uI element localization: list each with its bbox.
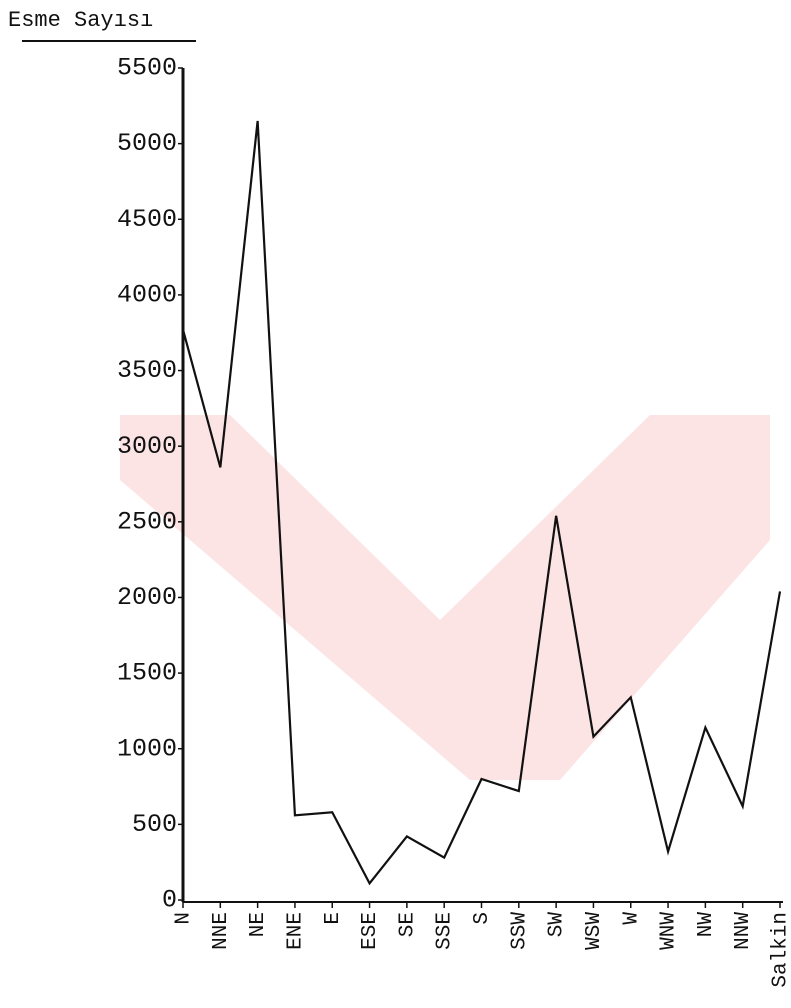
y-tick-label: 5000 (117, 129, 177, 158)
watermark-shape (120, 415, 770, 780)
y-tick-label: 5500 (117, 54, 177, 83)
x-tick-label: ESE (359, 912, 382, 950)
y-tick-label: 1500 (117, 659, 177, 688)
y-axis-title: Esme Sayısı (8, 8, 153, 33)
x-tick-label: WSW (583, 912, 606, 950)
y-tick-label: 3000 (117, 432, 177, 461)
watermark (120, 415, 770, 780)
x-tick-label: SE (396, 912, 419, 937)
y-tick-label: 2500 (117, 507, 177, 536)
x-tick-label: WNW (658, 912, 681, 950)
x-tick-label: NW (695, 912, 718, 938)
x-tick-label: E (322, 912, 345, 925)
y-tick-label: 4000 (117, 281, 177, 310)
x-tick-label: NE (247, 912, 270, 937)
x-tick-label: S (471, 912, 494, 925)
x-tick-label: Salkin (770, 912, 791, 988)
x-tick-label: SSW (508, 912, 531, 950)
x-tick-label: ENE (284, 912, 307, 950)
x-tick-label: SW (546, 912, 569, 938)
x-tick-label: SSE (434, 912, 457, 950)
data-line (181, 120, 782, 886)
y-tick-label: 1000 (117, 734, 177, 763)
y-tick-label: 4500 (117, 205, 177, 234)
y-tick-label: 0 (162, 886, 177, 915)
x-tick-label: W (620, 912, 643, 925)
y-tick-label: 3500 (117, 356, 177, 385)
y-tick-label: 500 (132, 810, 177, 839)
x-tick-label: NNE (210, 912, 233, 950)
x-tick-label: N (173, 912, 196, 925)
y-tick-label: 2000 (117, 583, 177, 612)
x-tick-label: NNW (732, 912, 755, 950)
